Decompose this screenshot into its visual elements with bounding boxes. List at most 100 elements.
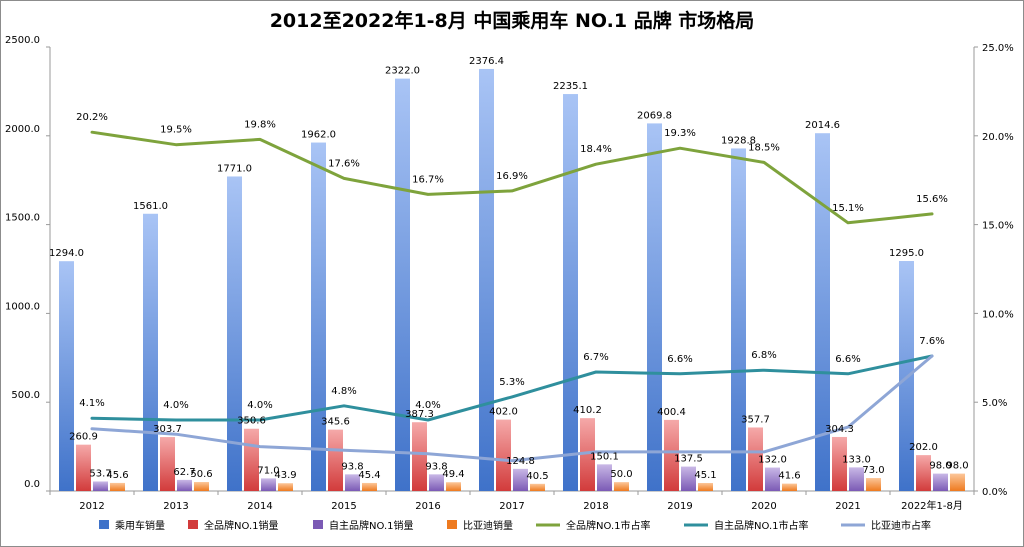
bar <box>782 483 797 491</box>
bar <box>160 437 175 491</box>
bar <box>143 213 158 491</box>
legend-bar-marker <box>188 520 198 529</box>
x-tick-label: 2018 <box>583 501 608 512</box>
line-data-label: 16.7% <box>412 174 444 185</box>
x-tick-label: 2016 <box>415 501 440 512</box>
line-data-label: 4.1% <box>79 398 104 409</box>
x-tick-label: 2017 <box>499 501 524 512</box>
bar-data-label: 62.7 <box>173 467 195 478</box>
bar-data-label: 2235.1 <box>553 81 588 92</box>
legend-bar-marker <box>313 520 323 529</box>
bar <box>866 478 881 491</box>
line-data-label: 18.4% <box>580 144 612 155</box>
bar-data-label: 345.6 <box>321 417 350 428</box>
bar-data-label: 73.0 <box>862 465 884 476</box>
line-data-label: 5.3% <box>499 377 524 388</box>
bar-data-label: 410.2 <box>573 405 602 416</box>
bar <box>311 142 326 491</box>
bar <box>698 482 713 491</box>
legend-bar-marker <box>99 520 109 529</box>
bar <box>261 478 276 491</box>
series-line <box>90 354 934 463</box>
bar-data-label: 400.4 <box>657 407 686 418</box>
bar-data-label: 133.0 <box>842 454 871 465</box>
bar-data-label: 387.3 <box>405 409 434 420</box>
bar <box>328 429 343 491</box>
line-data-label: 6.7% <box>583 352 608 363</box>
bar-data-label: 150.1 <box>590 451 619 462</box>
bar <box>731 148 746 491</box>
line-data-label: 20.2% <box>76 112 108 123</box>
legend-label: 比亚迪市占率 <box>871 519 931 532</box>
line-data-label: 4.8% <box>331 386 356 397</box>
bar <box>647 123 662 492</box>
bar-data-label: 40.5 <box>526 471 548 482</box>
bar-data-label: 137.5 <box>674 454 703 465</box>
bar <box>664 419 679 491</box>
line-data-label: 4.0% <box>247 400 272 411</box>
y-left-tick-label: 500.0 <box>11 390 40 401</box>
bar <box>950 473 965 491</box>
y-right-tick-label: 0.0% <box>982 487 1007 498</box>
bar <box>429 474 444 491</box>
x-tick-label: 2012 <box>79 501 104 512</box>
bar-data-label: 124.8 <box>506 456 535 467</box>
bar-data-label: 50.0 <box>610 469 632 480</box>
bar-data-label: 1561.0 <box>133 201 168 212</box>
x-tick-label: 2013 <box>163 501 188 512</box>
bar-data-label: 50.6 <box>190 469 212 480</box>
bar <box>59 261 74 491</box>
bar-data-label: 45.6 <box>106 470 128 481</box>
bar-data-label: 303.7 <box>153 424 182 435</box>
y-left-tick-label: 2500.0 <box>5 35 40 46</box>
bar-data-label: 202.0 <box>909 442 938 453</box>
legend-label: 乘用车销量 <box>115 519 165 532</box>
bar-data-label: 2376.4 <box>469 56 504 67</box>
line-data-label: 6.6% <box>667 354 692 365</box>
legend-label: 全品牌NO.1市占率 <box>566 519 651 532</box>
bar <box>479 68 494 492</box>
y-right-tick-label: 25.0% <box>982 43 1014 54</box>
bar <box>530 483 545 491</box>
bar <box>748 427 763 491</box>
x-tick-label: 2019 <box>667 501 692 512</box>
bar-data-label: 45.1 <box>694 470 716 481</box>
bar <box>513 468 528 491</box>
bar-data-label: 53.7 <box>89 468 111 479</box>
bar-data-label: 132.0 <box>758 455 787 466</box>
bar-data-label: 41.6 <box>778 471 800 482</box>
bar-data-label: 43.9 <box>274 470 296 481</box>
y-right-tick-label: 5.0% <box>982 398 1007 409</box>
bar <box>765 467 780 491</box>
bar <box>496 419 511 491</box>
legend-label: 全品牌NO.1销量 <box>204 519 279 532</box>
x-tick-label: 2022年1-8月 <box>901 499 963 512</box>
bar <box>345 474 360 491</box>
bar-data-label: 98.0 <box>946 461 968 472</box>
legend-label: 比亚迪销量 <box>463 519 513 532</box>
bar <box>446 482 461 491</box>
bar <box>832 436 847 491</box>
bar <box>395 78 410 492</box>
bar-data-label: 71.0 <box>257 465 279 476</box>
line-data-label: 19.8% <box>244 119 276 130</box>
bar <box>815 133 830 492</box>
line-data-label: 18.5% <box>748 142 780 153</box>
line-data-label: 4.0% <box>163 400 188 411</box>
line-data-label: 17.6% <box>328 158 360 169</box>
bar-data-label: 2014.6 <box>805 120 840 131</box>
bar-data-label: 350.6 <box>237 416 266 427</box>
bar-data-label: 357.7 <box>741 414 770 425</box>
x-tick-label: 2020 <box>751 501 776 512</box>
bar <box>933 473 948 491</box>
bar <box>597 464 612 491</box>
bar-data-label: 49.4 <box>442 469 464 480</box>
y-left-tick-label: 1000.0 <box>5 301 40 312</box>
series-line <box>90 354 934 422</box>
y-right-tick-label: 10.0% <box>982 309 1014 320</box>
y-right-tick-label: 20.0% <box>982 132 1014 143</box>
y-left-tick-label: 1500.0 <box>5 213 40 224</box>
x-tick-label: 2014 <box>247 501 272 512</box>
bar <box>278 483 293 491</box>
line-data-label: 19.5% <box>160 125 192 136</box>
